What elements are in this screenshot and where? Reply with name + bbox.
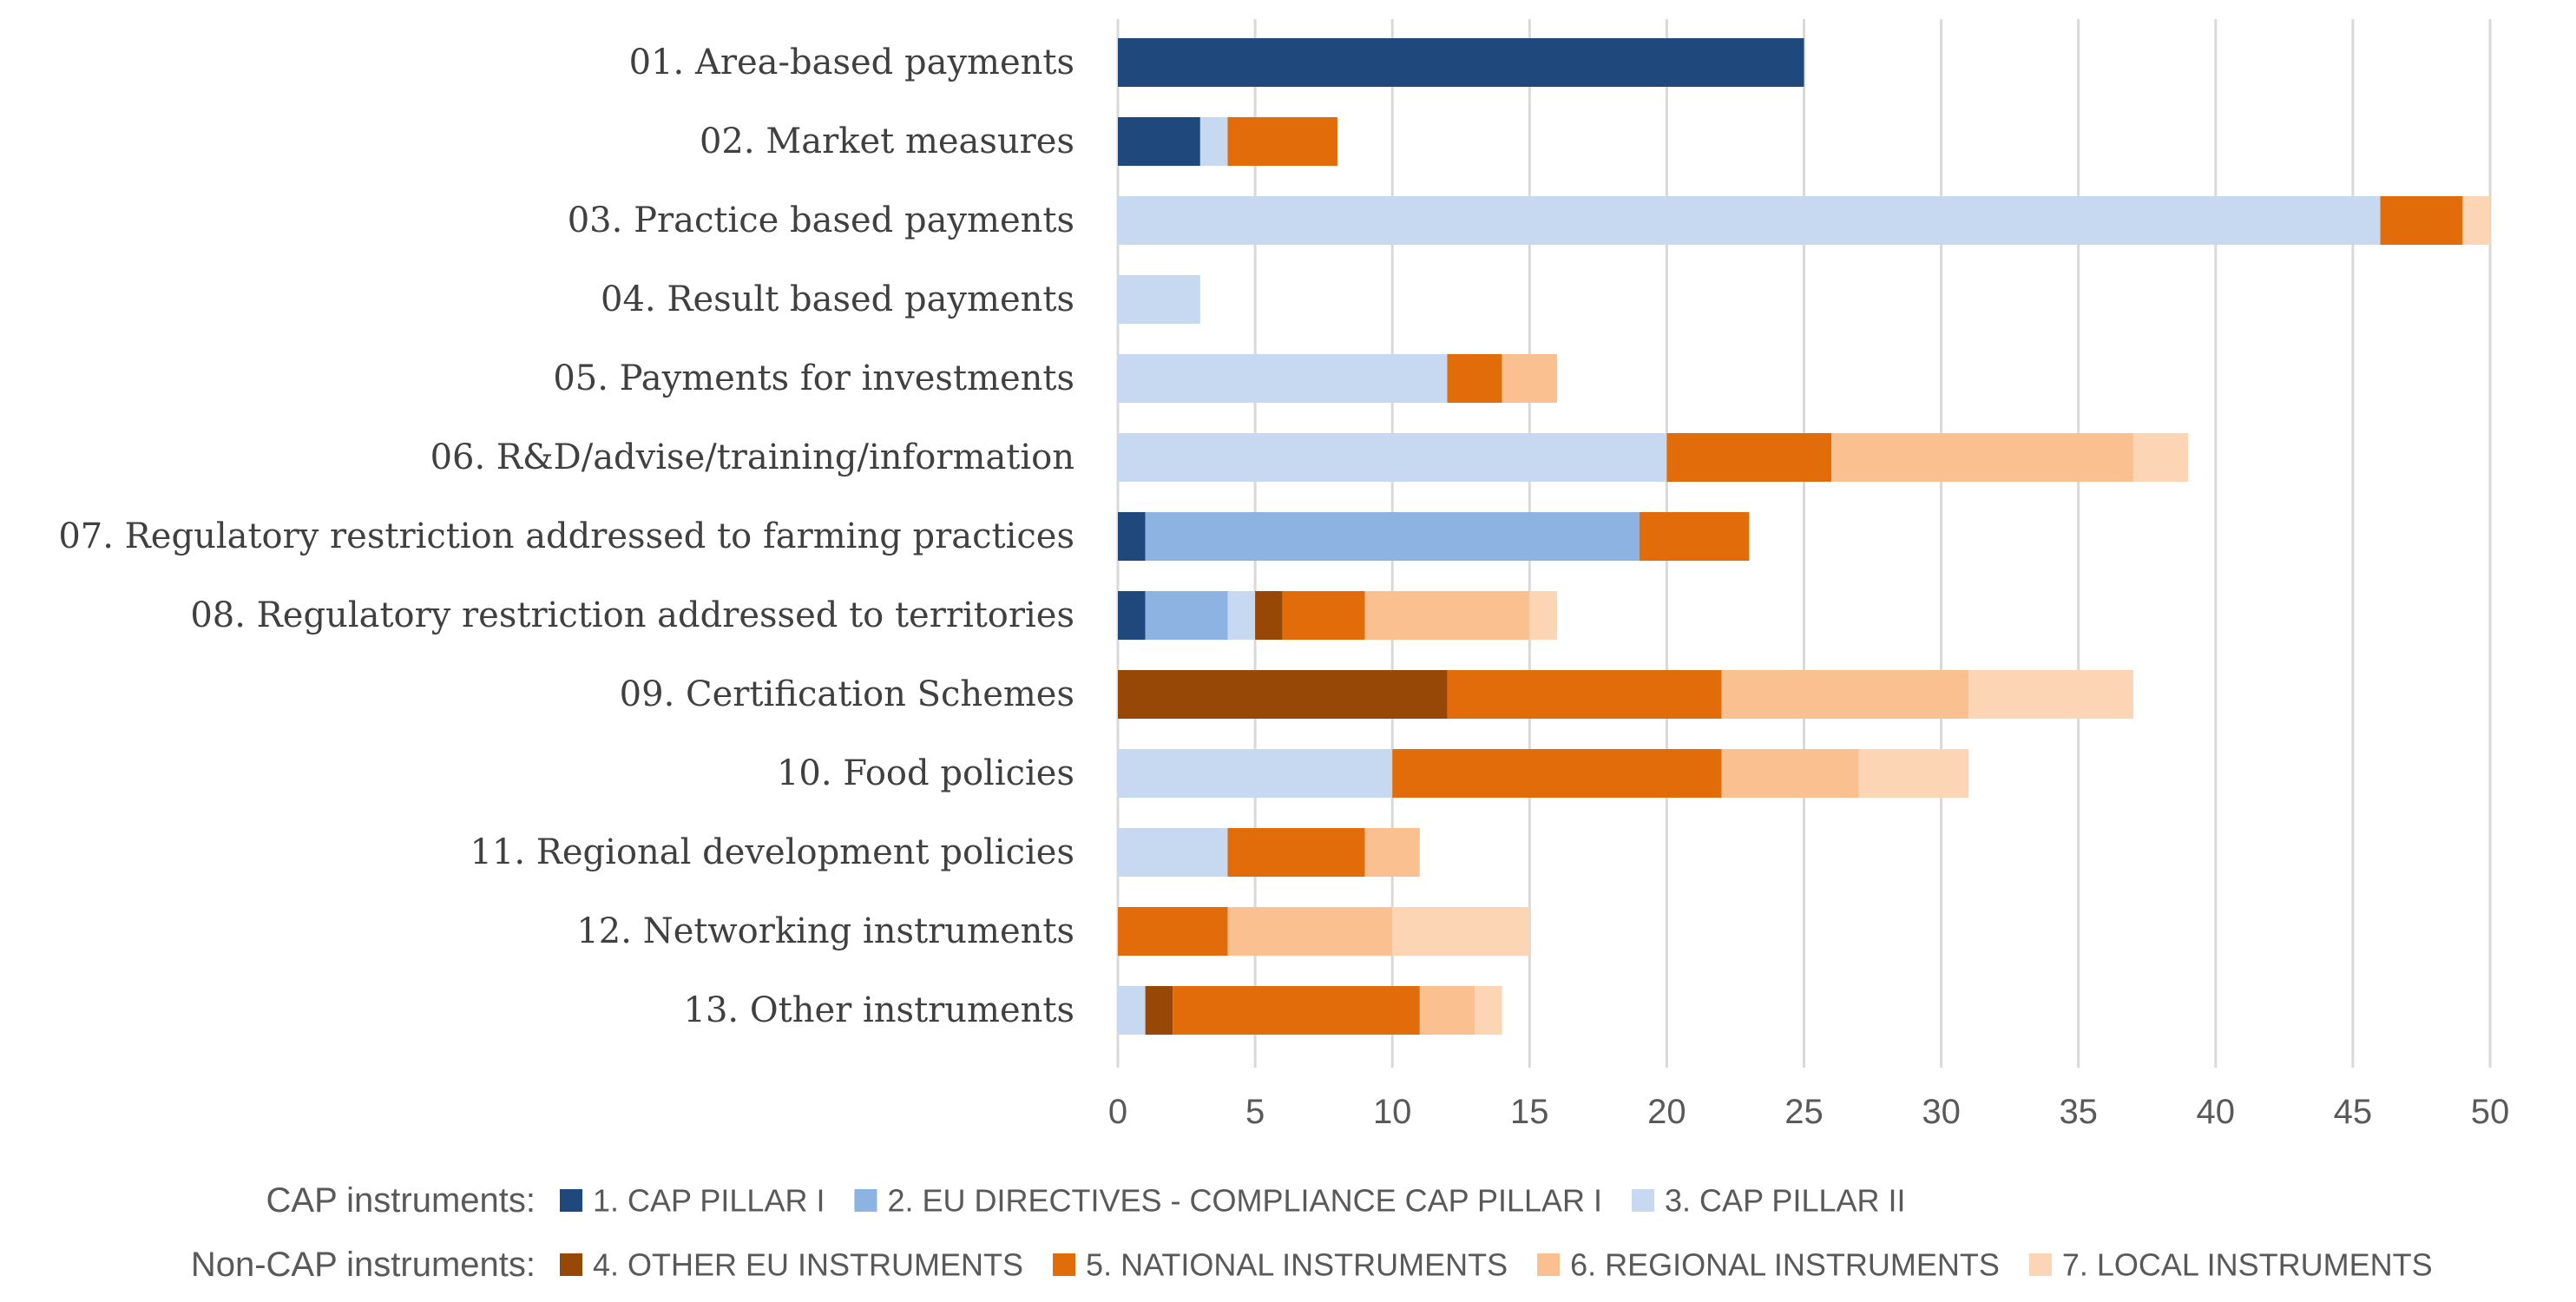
bar-segment xyxy=(1118,749,1393,798)
bar-segment xyxy=(1447,670,1722,719)
bar-segment xyxy=(1227,907,1393,956)
category-label: 10. Food policies xyxy=(777,753,1074,793)
category-label: 11. Regional development policies xyxy=(470,832,1074,872)
bar-segment xyxy=(1502,354,1557,403)
bar-segment xyxy=(1227,828,1365,877)
category-label: 08. Regulatory restriction addressed to … xyxy=(190,595,1074,635)
bar-segment xyxy=(1118,986,1146,1035)
bar-segment xyxy=(1831,433,2133,482)
bar-segment xyxy=(1145,986,1173,1035)
x-tick-label: 20 xyxy=(1647,1093,1686,1131)
bar-segment xyxy=(2380,196,2463,245)
category-label: 06. R&D/advise/training/information xyxy=(430,437,1074,477)
legend-entry-label: 5. NATIONAL INSTRUMENTS xyxy=(1086,1247,1508,1283)
bar-segment xyxy=(1227,117,1337,166)
category-label: 07. Regulatory restriction addressed to … xyxy=(58,516,1074,556)
category-label: 09. Certification Schemes xyxy=(620,674,1074,714)
legend: CAP instruments: 1. CAP PILLAR I 2. EU DIR… xyxy=(191,1181,2433,1284)
category-label: 01. Area-based payments xyxy=(629,43,1074,82)
bar-segment xyxy=(1118,275,1200,324)
legend-group-label: CAP instruments: xyxy=(266,1181,536,1220)
legend-entry-label: 7. LOCAL INSTRUMENTS xyxy=(2062,1247,2433,1283)
x-tick-label: 40 xyxy=(2197,1093,2236,1131)
legend-swatch xyxy=(1632,1189,1655,1212)
bar-segment xyxy=(1118,38,1804,87)
legend-group-label: Non-CAP instruments: xyxy=(191,1246,536,1284)
bar-segment xyxy=(1721,670,1969,719)
bars xyxy=(1118,38,2490,1035)
category-label: 04. Result based payments xyxy=(601,279,1074,319)
category-label: 12. Networking instruments xyxy=(576,911,1074,951)
legend-entry-label: 1. CAP PILLAR I xyxy=(593,1183,825,1219)
x-tick-label: 25 xyxy=(1784,1093,1824,1131)
bar-segment xyxy=(2132,433,2189,482)
x-tick-label: 45 xyxy=(2334,1093,2373,1131)
bar-segment xyxy=(1666,433,1832,482)
bar-segment xyxy=(1255,591,1283,640)
x-tick-label: 0 xyxy=(1108,1093,1127,1131)
bar-segment xyxy=(1145,512,1640,561)
x-tick-label: 35 xyxy=(2059,1093,2098,1131)
legend-swatch xyxy=(560,1189,582,1212)
legend-swatch xyxy=(1053,1253,1076,1276)
bar-segment xyxy=(1282,591,1365,640)
category-labels: 01. Area-based payments 02. Market measur… xyxy=(58,43,1074,1030)
bar-segment xyxy=(1392,907,1530,956)
bar-segment xyxy=(1721,749,1859,798)
legend-swatch xyxy=(854,1189,877,1212)
bar-segment xyxy=(1145,591,1228,640)
x-axis-tick-labels: 0 5 10 15 20 25 30 35 40 45 50 xyxy=(1108,1093,2509,1131)
category-label: 13. Other instruments xyxy=(684,990,1074,1030)
legend-entry-label: 3. CAP PILLAR II xyxy=(1665,1183,1905,1219)
x-tick-label: 10 xyxy=(1373,1093,1412,1131)
bar-segment xyxy=(1118,196,2381,245)
bar-segment xyxy=(1364,828,1420,877)
category-label: 02. Market measures xyxy=(700,122,1074,161)
bar-segment xyxy=(1475,986,1502,1035)
bar-segment xyxy=(1419,986,1475,1035)
category-label: 05. Payments for investments xyxy=(553,358,1074,398)
bar-segment xyxy=(1118,907,1228,956)
bar-segment xyxy=(1118,512,1146,561)
bar-segment xyxy=(1118,591,1146,640)
bar-segment xyxy=(1392,749,1722,798)
bar-segment xyxy=(1364,591,1530,640)
bar-segment xyxy=(1529,591,1557,640)
x-tick-label: 15 xyxy=(1510,1093,1549,1131)
legend-swatch xyxy=(2028,1253,2052,1276)
bar-segment xyxy=(1118,117,1200,166)
legend-swatch xyxy=(1537,1253,1561,1276)
legend-entry-label: 4. OTHER EU INSTRUMENTS xyxy=(593,1247,1023,1283)
x-tick-label: 30 xyxy=(1922,1093,1961,1131)
bar-segment xyxy=(1858,749,1969,798)
legend-entry-label: 6. REGIONAL INSTRUMENTS xyxy=(1570,1247,2000,1283)
bar-segment xyxy=(1118,828,1228,877)
legend-swatch xyxy=(560,1253,582,1276)
bar-segment xyxy=(1118,670,1448,719)
bar-segment xyxy=(1968,670,2133,719)
bar-segment xyxy=(1118,433,1667,482)
x-tick-label: 50 xyxy=(2471,1093,2510,1131)
x-tick-label: 5 xyxy=(1245,1093,1265,1131)
category-label: 03. Practice based payments xyxy=(568,201,1074,240)
bar-segment xyxy=(1227,591,1256,640)
bar-segment xyxy=(1639,512,1750,561)
bar-segment xyxy=(2462,196,2490,245)
bar-segment xyxy=(1118,354,1448,403)
bar-segment xyxy=(1199,117,1228,166)
bar-segment xyxy=(1173,986,1420,1035)
legend-entry-label: 2. EU DIRECTIVES - COMPLIANCE CAP PILLAR… xyxy=(887,1183,1602,1219)
bar-segment xyxy=(1447,354,1502,403)
